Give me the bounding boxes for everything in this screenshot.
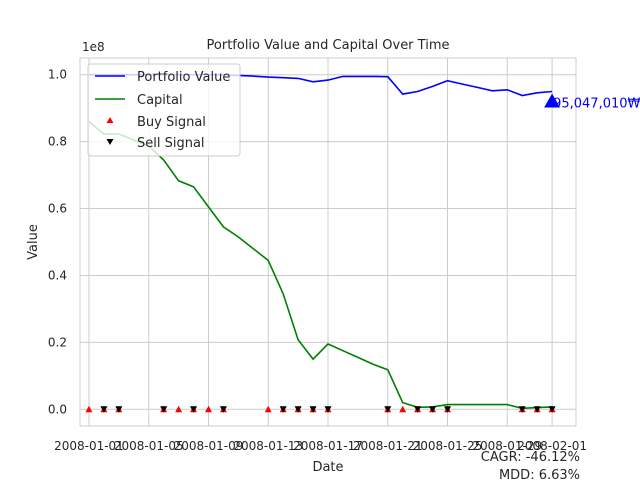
sell-signal-marker: [294, 406, 302, 413]
x-tick-label: 2008-01-05: [114, 439, 184, 453]
legend-sell-marker: [106, 139, 114, 145]
y-tick-label: 0.2: [48, 335, 67, 349]
sell-signal-marker: [384, 406, 392, 413]
mdd-stat: MDD: 6.63%: [499, 468, 580, 480]
legend-capital-label: Capital: [137, 93, 183, 108]
sell-signal-marker: [160, 406, 168, 413]
sell-signal-marker: [279, 406, 287, 413]
y-axis-label: Value: [26, 224, 41, 260]
x-tick-label: 2008-01-17: [293, 439, 363, 453]
legend: Portfolio Value Capital Buy Signal Sell …: [87, 63, 241, 157]
cagr-stat: CAGR: -46.12%: [481, 450, 580, 465]
x-tick-label: 2008-01-01: [54, 439, 124, 453]
sell-signal-marker: [219, 406, 227, 413]
buy-signal-marker: [175, 405, 183, 413]
sell-signal-marker: [518, 406, 526, 413]
end-marker: 95,047,010₩: [544, 93, 640, 111]
legend-buy-label: Buy Signal: [137, 115, 206, 130]
y-tick-label: 0.0: [48, 402, 67, 416]
y-tick-label: 1.0: [48, 68, 67, 82]
x-ticks: 2008-01-012008-01-052008-01-092008-01-13…: [54, 439, 587, 453]
chart-title: Portfolio Value and Capital Over Time: [207, 38, 450, 53]
sell-signal-marker: [324, 406, 332, 413]
x-tick-label: 2008-01-29: [472, 439, 542, 453]
buy-signal-marker: [204, 405, 212, 413]
end-marker-triangle: [544, 93, 561, 108]
sell-signal-marker: [414, 406, 422, 413]
y-tick-label: 0.4: [48, 268, 67, 282]
sell-signal-marker: [429, 406, 437, 413]
capital-line: [88, 120, 553, 410]
grid: [80, 58, 576, 426]
x-tick-label: 2008-01-09: [174, 439, 244, 453]
x-axis-label: Date: [312, 460, 343, 475]
sell-signal-marker: [548, 406, 556, 413]
y-scale-label: 1e8: [82, 40, 105, 54]
buy-signal-marker: [264, 405, 272, 413]
y-tick-label: 0.6: [48, 202, 67, 216]
signal-markers: [85, 405, 556, 413]
legend-portfolio-label: Portfolio Value: [137, 70, 230, 85]
sell-signal-marker: [533, 406, 541, 413]
x-tick-label: 2008-01-25: [413, 439, 483, 453]
plot-frame: [79, 57, 577, 427]
sell-signal-marker: [309, 406, 317, 413]
legend-buy-marker: [106, 117, 114, 123]
sell-signal-marker: [115, 406, 123, 413]
x-tick-label: 2008-01-13: [233, 439, 303, 453]
buy-signal-marker: [85, 405, 93, 413]
x-tick-label: 2008-01-21: [353, 439, 423, 453]
x-tick-label: 2008-02-01: [517, 439, 587, 453]
sell-signal-marker: [190, 406, 198, 413]
end-marker-label: 95,047,010₩: [553, 96, 640, 111]
sell-signal-marker: [444, 406, 452, 413]
y-tick-label: 0.8: [48, 135, 67, 149]
sell-signal-marker: [100, 406, 108, 413]
buy-signal-marker: [399, 405, 407, 413]
y-ticks: 0.0 0.2 0.4 0.6 0.8 1.0: [48, 68, 67, 417]
legend-sell-label: Sell Signal: [137, 136, 205, 151]
legend-box: [87, 63, 241, 157]
